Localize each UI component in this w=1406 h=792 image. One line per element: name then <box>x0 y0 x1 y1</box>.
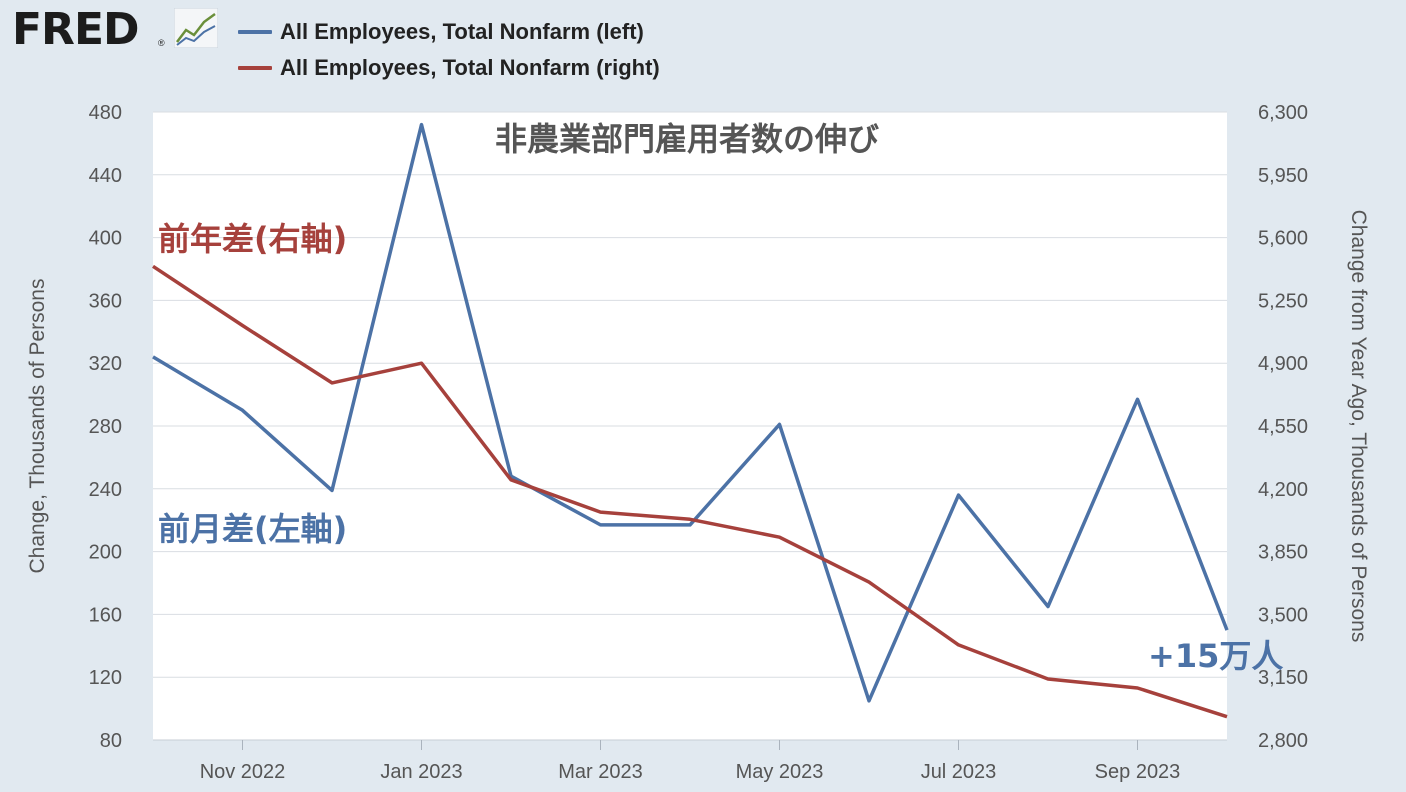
left-tick-label: 160 <box>89 604 122 626</box>
left-tick-label: 320 <box>89 353 122 375</box>
series-line-yoy-change <box>152 264 1228 719</box>
annotation-mom-label: 前月差(左軸) <box>158 510 347 548</box>
line-chart-icon <box>174 8 218 48</box>
chart-annotation-title: 非農業部門雇用者数の伸び <box>495 120 879 158</box>
x-tick-label: May 2023 <box>736 761 824 783</box>
left-tick-label: 200 <box>89 542 122 564</box>
x-tick-label: Jan 2023 <box>380 761 462 783</box>
series-line-monthly-change <box>152 122 1229 703</box>
x-tick-label: Nov 2022 <box>200 761 286 783</box>
fred-logo[interactable]: FRED <box>12 4 140 55</box>
left-tick-label: 280 <box>89 416 122 438</box>
x-tick-label: Sep 2023 <box>1095 761 1181 783</box>
left-tick-label: 120 <box>89 667 122 689</box>
x-tick-label: Mar 2023 <box>558 761 643 783</box>
legend-label: All Employees, Total Nonfarm (left) <box>280 19 644 44</box>
right-tick-label: 5,600 <box>1258 228 1308 250</box>
right-axis-ticks: 2,800 3,150 3,500 3,850 4,200 4,550 4,900 5,250… <box>1258 102 1308 752</box>
series-lines <box>152 122 1229 719</box>
right-tick-label: 5,250 <box>1258 290 1308 312</box>
annotation-yoy-label: 前年差(右軸) <box>158 220 347 258</box>
right-tick-label: 3,500 <box>1258 604 1308 626</box>
x-axis-ticks: Nov 2022 Jan 2023 Mar 2023 May 2023 Jul 2023… <box>153 739 1227 783</box>
right-tick-label: 6,300 <box>1258 102 1308 124</box>
right-tick-label: 4,200 <box>1258 479 1308 501</box>
right-tick-label: 3,150 <box>1258 667 1308 689</box>
legend-swatch-blue <box>238 30 272 34</box>
legend-item-right[interactable]: All Employees, Total Nonfarm (right) <box>238 50 660 86</box>
left-tick-label: 80 <box>100 730 122 752</box>
legend-swatch-red <box>238 66 272 70</box>
right-tick-label: 3,850 <box>1258 542 1308 564</box>
right-axis-title: Change from Year Ago, Thousands of Perso… <box>1347 210 1370 643</box>
right-tick-label: 4,900 <box>1258 353 1308 375</box>
x-tick-label: Jul 2023 <box>921 761 997 783</box>
left-axis-ticks: 80 120 160 200 240 280 320 360 400 440 480 <box>89 102 122 752</box>
left-tick-label: 360 <box>89 290 122 312</box>
right-tick-label: 4,550 <box>1258 416 1308 438</box>
legend: All Employees, Total Nonfarm (left) All … <box>238 14 660 86</box>
right-tick-label: 5,950 <box>1258 165 1308 187</box>
legend-label: All Employees, Total Nonfarm (right) <box>280 55 660 80</box>
left-tick-label: 440 <box>89 165 122 187</box>
left-axis-title: Change, Thousands of Persons <box>26 279 49 574</box>
registered-mark: ® <box>158 38 165 48</box>
left-tick-label: 400 <box>89 228 122 250</box>
header: FRED ® All Employees, Total Nonfarm (lef… <box>0 0 1406 90</box>
right-tick-label: 2,800 <box>1258 730 1308 752</box>
annotation-last-value: +15万人 <box>1148 637 1283 675</box>
left-tick-label: 240 <box>89 479 122 501</box>
legend-item-left[interactable]: All Employees, Total Nonfarm (left) <box>238 14 660 50</box>
left-tick-label: 480 <box>89 102 122 124</box>
